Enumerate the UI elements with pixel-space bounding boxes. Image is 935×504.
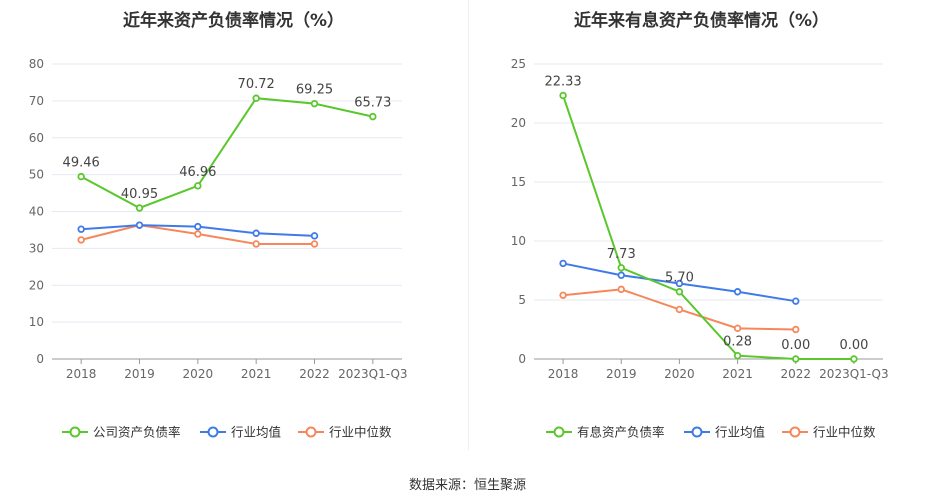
data-point bbox=[194, 222, 202, 231]
data-point bbox=[77, 172, 85, 181]
chart-svg: 0 5 10 15 20 25 2018 2019 2020 2021 2022 2023Q1-Q3 2… bbox=[511, 57, 889, 440]
y-tick-label: 40 bbox=[29, 205, 44, 219]
data-point bbox=[194, 182, 202, 190]
y-tick-label: 25 bbox=[511, 57, 526, 71]
legend-label: 行业均值 bbox=[231, 425, 281, 440]
data-label: 0.00 bbox=[839, 338, 868, 353]
data-point bbox=[792, 297, 800, 305]
y-tick-label: 80 bbox=[29, 57, 44, 71]
data-source: 数据来源：恒生聚源 bbox=[408, 478, 526, 493]
data-label: 70.72 bbox=[238, 77, 275, 92]
y-tick-label: 5 bbox=[518, 293, 526, 307]
x-tick-label: 2023Q1-Q3 bbox=[819, 367, 888, 381]
data-label: 69.25 bbox=[296, 83, 333, 98]
data-point bbox=[559, 259, 567, 268]
data-point bbox=[252, 229, 260, 237]
y-tick-label: 20 bbox=[29, 278, 44, 292]
data-point bbox=[77, 236, 85, 244]
y-tick-label: 0 bbox=[518, 352, 526, 366]
divider bbox=[468, 0, 469, 450]
y-tick-label: 70 bbox=[29, 94, 44, 108]
legend-label: 行业中位数 bbox=[329, 425, 392, 440]
data-point bbox=[369, 112, 377, 121]
chart-title: 近年来资产负债率情况（%） bbox=[122, 11, 345, 31]
chart-svg: 0 10 20 30 40 50 60 70 80 2018 2019 2020 2021 2022 202… bbox=[29, 57, 408, 440]
x-tick-label: 2020 bbox=[664, 367, 695, 381]
x-tick-label: 2021 bbox=[241, 367, 272, 381]
interest-bearing-liability-chart: 近年来有息资产负债率情况（%） 0 5 10 15 20 25 2018 2019 2020 20… bbox=[468, 0, 935, 470]
data-point bbox=[559, 91, 567, 100]
y-tick-label: 20 bbox=[511, 116, 526, 130]
data-point bbox=[675, 288, 684, 296]
data-point bbox=[850, 355, 858, 363]
data-point bbox=[559, 291, 567, 299]
data-label: 65.73 bbox=[354, 96, 391, 111]
data-point bbox=[617, 285, 625, 294]
data-point bbox=[675, 279, 684, 288]
x-tick-label: 2019 bbox=[124, 367, 155, 381]
data-point bbox=[792, 355, 800, 363]
x-tick-label: 2019 bbox=[606, 367, 637, 381]
legend-label: 行业中位数 bbox=[813, 425, 876, 440]
legend-marker bbox=[553, 426, 565, 438]
legend-marker bbox=[305, 426, 317, 438]
data-label: 49.46 bbox=[63, 156, 100, 171]
y-tick-label: 15 bbox=[511, 175, 526, 189]
x-tick-label: 2022 bbox=[299, 367, 330, 381]
data-label: 7.73 bbox=[607, 247, 636, 262]
chart-title: 近年来有息资产负债率情况（%） bbox=[573, 11, 830, 31]
data-point bbox=[617, 264, 625, 272]
data-label: 22.33 bbox=[544, 75, 581, 90]
legend-label: 有息资产负债率 bbox=[577, 425, 665, 440]
data-point bbox=[135, 221, 144, 229]
x-tick-label: 2023Q1-Q3 bbox=[338, 367, 407, 381]
x-tick-label: 2020 bbox=[183, 367, 214, 381]
data-point bbox=[77, 225, 85, 233]
asset-liability-chart: 近年来资产负债率情况（%） 0 10 20 30 40 50 60 70 80 2018 2019 2… bbox=[0, 0, 467, 470]
series-line bbox=[80, 97, 374, 210]
data-point bbox=[675, 305, 684, 314]
data-point bbox=[252, 94, 260, 102]
legend-label: 行业均值 bbox=[715, 425, 765, 440]
data-point bbox=[194, 230, 202, 238]
data-point bbox=[733, 324, 742, 333]
series-line bbox=[562, 95, 854, 360]
y-tick-label: 0 bbox=[36, 352, 44, 366]
x-tick-label: 2018 bbox=[548, 367, 579, 381]
data-label: 5.70 bbox=[665, 271, 694, 286]
data-point bbox=[733, 288, 742, 296]
y-tick-label: 60 bbox=[29, 131, 44, 145]
x-tick-label: 2021 bbox=[722, 367, 753, 381]
legend-marker bbox=[789, 426, 801, 438]
data-point bbox=[135, 204, 144, 212]
data-label: 40.95 bbox=[121, 187, 158, 202]
legend-label: 公司资产负债率 bbox=[93, 425, 181, 440]
y-tick-label: 50 bbox=[29, 168, 44, 182]
data-label: 46.96 bbox=[179, 165, 216, 180]
y-tick-label: 10 bbox=[511, 234, 526, 248]
y-tick-label: 10 bbox=[29, 315, 44, 329]
x-tick-label: 2022 bbox=[780, 367, 811, 381]
y-tick-label: 30 bbox=[29, 241, 44, 255]
legend-marker bbox=[207, 426, 219, 438]
legend-marker bbox=[691, 426, 703, 438]
legend-marker bbox=[69, 426, 81, 438]
data-point bbox=[792, 325, 800, 334]
data-label: 0.28 bbox=[723, 335, 752, 350]
data-point bbox=[252, 240, 260, 248]
data-label: 0.00 bbox=[781, 338, 810, 353]
data-point bbox=[310, 240, 319, 248]
data-point bbox=[310, 99, 319, 108]
x-tick-label: 2018 bbox=[66, 367, 97, 381]
data-point bbox=[733, 351, 742, 360]
data-point bbox=[617, 271, 625, 279]
data-point bbox=[310, 232, 319, 240]
